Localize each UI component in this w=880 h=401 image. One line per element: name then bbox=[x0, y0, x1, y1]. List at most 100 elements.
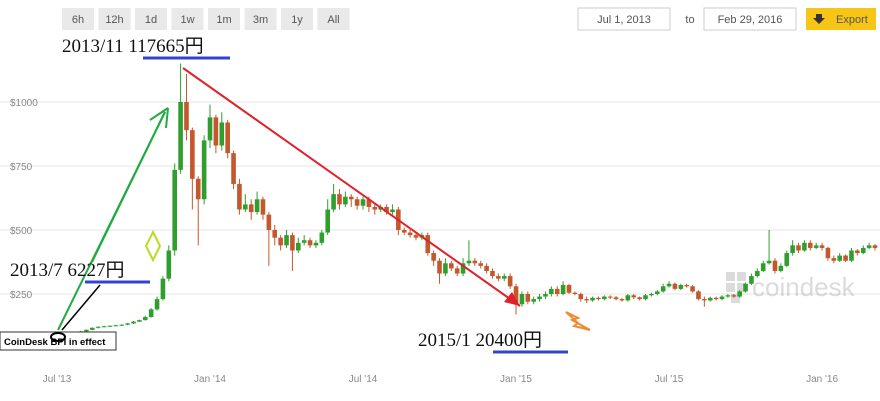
to-box[interactable] bbox=[703, 7, 797, 31]
export-icon bbox=[813, 14, 825, 24]
range-button[interactable] bbox=[171, 8, 204, 30]
range-button[interactable] bbox=[98, 8, 131, 30]
red-arrow bbox=[182, 67, 521, 307]
from-box[interactable] bbox=[577, 7, 671, 31]
candle-body bbox=[343, 196, 348, 205]
candle-body bbox=[131, 321, 136, 324]
candle-body bbox=[195, 178, 201, 200]
candle-body bbox=[119, 324, 125, 326]
candle-body bbox=[207, 117, 213, 141]
candle-body bbox=[819, 245, 825, 248]
candle-body bbox=[549, 288, 554, 294]
range-label[interactable]: 1m bbox=[216, 14, 231, 26]
candle-body bbox=[107, 325, 113, 327]
candle-body bbox=[331, 194, 336, 210]
candle-body bbox=[749, 276, 754, 284]
y-tick-label: $750 bbox=[10, 162, 33, 173]
candle-body bbox=[802, 242, 807, 251]
candle-body bbox=[643, 295, 648, 300]
candle-body bbox=[460, 263, 466, 274]
candle-body bbox=[225, 122, 230, 154]
range-label[interactable]: 6h bbox=[72, 14, 84, 26]
candle-body bbox=[719, 296, 725, 300]
candle-body bbox=[490, 270, 495, 277]
candle-body bbox=[766, 260, 772, 264]
candle-body bbox=[431, 253, 436, 261]
annotation-price: 20400円 bbox=[476, 330, 543, 351]
range-button[interactable] bbox=[281, 8, 313, 30]
x-tick-label: Jan '16 bbox=[806, 374, 838, 385]
candle-body bbox=[295, 242, 301, 251]
logo-block bbox=[737, 283, 746, 292]
range-button[interactable] bbox=[244, 8, 277, 30]
candle-body bbox=[872, 245, 878, 248]
from-date[interactable]: Jul 1, 2013 bbox=[597, 14, 651, 26]
candle-body bbox=[837, 255, 843, 261]
to-date[interactable]: Feb 29, 2016 bbox=[718, 14, 783, 26]
logo-block bbox=[726, 272, 735, 281]
export-button[interactable] bbox=[806, 8, 876, 30]
logo-block bbox=[726, 283, 735, 292]
candle-body bbox=[613, 297, 619, 300]
candle-body bbox=[590, 297, 595, 301]
annotation-date: 2013/11 bbox=[62, 36, 124, 57]
candle-body bbox=[142, 317, 148, 321]
candle-body bbox=[772, 260, 778, 271]
range-button[interactable] bbox=[208, 8, 240, 30]
candle-body bbox=[219, 122, 225, 146]
candle-body bbox=[743, 283, 748, 292]
green-arrow bbox=[91, 111, 166, 263]
range-button[interactable] bbox=[317, 8, 350, 30]
candle-body bbox=[454, 268, 460, 274]
range-label[interactable]: 1y bbox=[291, 14, 303, 26]
range-label[interactable]: 12h bbox=[105, 14, 123, 26]
export-label[interactable]: Export bbox=[836, 14, 868, 26]
candle-body bbox=[260, 199, 266, 215]
range-label[interactable]: 3m bbox=[253, 14, 268, 26]
candle-body bbox=[831, 258, 837, 261]
range-button[interactable] bbox=[135, 8, 167, 30]
candle-body bbox=[254, 199, 260, 213]
annotations: 2013/11 117665円 2013/7 6227円 2015/1 20400円 bbox=[10, 36, 568, 354]
annotation-price: 117665円 bbox=[128, 36, 203, 57]
candle-body bbox=[84, 329, 89, 332]
range-label[interactable]: 1d bbox=[145, 14, 157, 26]
candle-body bbox=[272, 230, 278, 238]
candle-body bbox=[313, 242, 319, 246]
candle-body bbox=[813, 245, 819, 248]
candle-body bbox=[649, 294, 654, 296]
candle-body bbox=[125, 323, 130, 325]
candle-body bbox=[625, 295, 631, 301]
candle-body bbox=[243, 204, 248, 210]
candle-body bbox=[231, 153, 236, 184]
candle-body bbox=[113, 325, 119, 327]
note-text: CoinDesk BPI in effect bbox=[4, 337, 106, 348]
candle-body bbox=[484, 265, 489, 271]
candle-body bbox=[602, 296, 607, 300]
candle-body bbox=[407, 232, 413, 236]
annotation-date: 2013/7 bbox=[10, 260, 63, 281]
range-label[interactable]: 1w bbox=[180, 14, 194, 26]
y-tick-label: $500 bbox=[10, 226, 33, 237]
annotation: 2013/7 6227円 bbox=[10, 260, 125, 281]
candle-body bbox=[496, 276, 501, 279]
annotation: 2013/11 117665円 bbox=[62, 36, 204, 57]
candle-body bbox=[248, 204, 254, 213]
candle-body bbox=[166, 250, 172, 279]
candle-body bbox=[537, 296, 542, 300]
candle-body bbox=[531, 299, 536, 302]
annotation: 2015/1 20400円 bbox=[418, 330, 542, 351]
candle-body bbox=[578, 294, 584, 300]
candle-body bbox=[366, 199, 372, 207]
candle-body bbox=[290, 235, 295, 251]
candle-body bbox=[437, 260, 442, 274]
range-button[interactable] bbox=[62, 8, 94, 30]
candle-body bbox=[137, 320, 142, 322]
range-label[interactable]: All bbox=[327, 14, 339, 26]
candle-body bbox=[554, 288, 560, 294]
candle-body bbox=[566, 285, 572, 293]
candle-body bbox=[413, 235, 419, 238]
candle-body bbox=[731, 295, 737, 297]
candle-body bbox=[672, 283, 678, 289]
candle-body bbox=[384, 206, 389, 213]
